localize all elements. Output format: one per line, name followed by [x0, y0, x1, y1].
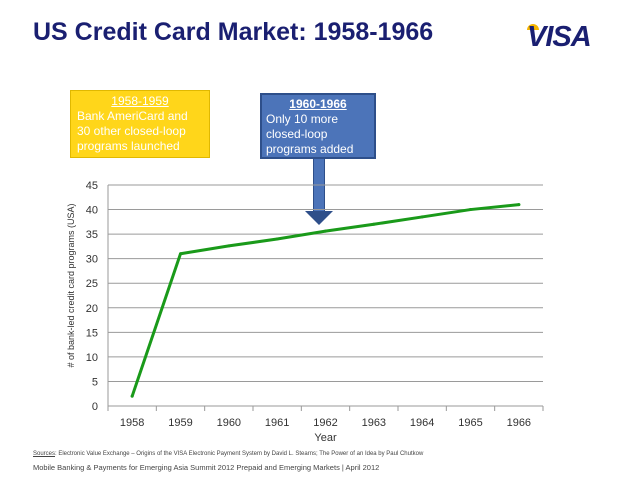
data-point — [372, 222, 376, 226]
slide-title: US Credit Card Market: 1958-1966 — [33, 18, 434, 46]
y-tick-label: 10 — [86, 352, 98, 364]
data-point — [469, 208, 472, 212]
callout-line: 30 other closed-loop — [77, 124, 186, 138]
y-tick-label: 5 — [92, 376, 98, 388]
data-point — [517, 203, 521, 207]
y-axis-title: # of bank-led credit card programs (USA) — [66, 203, 76, 367]
y-tick-label: 40 — [86, 205, 98, 217]
data-point — [130, 394, 134, 398]
x-tick-label: 1958 — [120, 417, 144, 429]
y-tick-label: 45 — [86, 180, 98, 192]
y-tick-label: 35 — [86, 229, 98, 241]
source-note: Sources: Electronic Value Exchange – Ori… — [33, 451, 423, 457]
x-tick-label: 1961 — [265, 417, 289, 429]
callout-line: Bank AmeriCard and — [77, 109, 188, 123]
x-axis-title: Year — [314, 432, 337, 444]
x-tick-label: 1964 — [410, 417, 434, 429]
y-tick-label: 15 — [86, 327, 98, 339]
x-tick-label: 1959 — [168, 417, 192, 429]
callout-line: closed-loop — [266, 127, 328, 141]
callout-title: 1958-1959 — [111, 94, 169, 108]
data-point — [179, 252, 182, 256]
footer: Mobile Banking & Payments for Emerging A… — [33, 463, 380, 472]
x-tick-label: 1965 — [458, 417, 482, 429]
series-line — [130, 203, 521, 398]
callout-1960-1966: 1960-1966 Only 10 more closed-loop progr… — [260, 93, 376, 159]
x-tick-label: 1962 — [313, 417, 337, 429]
x-tick-label: 1960 — [217, 417, 241, 429]
callout-1958-1959: 1958-1959 Bank AmeriCard and 30 other cl… — [70, 90, 210, 158]
callout-title: 1960-1966 — [289, 97, 347, 111]
down-arrow-icon — [305, 211, 333, 225]
y-tick-label: 20 — [86, 303, 98, 315]
x-tick-label: 1966 — [507, 417, 531, 429]
data-point — [324, 229, 327, 233]
data-point — [275, 237, 279, 241]
y-tick-label: 30 — [86, 254, 98, 266]
data-point — [227, 244, 231, 248]
callout-line: Only 10 more — [266, 112, 339, 126]
x-tick-label: 1963 — [362, 417, 386, 429]
y-tick-label: 0 — [92, 401, 98, 413]
data-point — [420, 215, 424, 219]
visa-logo-swoosh — [527, 24, 539, 30]
visa-logo: VISA — [527, 21, 592, 53]
callout-line: programs launched — [77, 139, 180, 153]
callout-line: programs added — [266, 142, 354, 156]
y-tick-label: 25 — [86, 278, 98, 290]
source-text: : Electronic Value Exchange – Origins of… — [55, 451, 424, 457]
source-label: Sources — [33, 451, 56, 457]
